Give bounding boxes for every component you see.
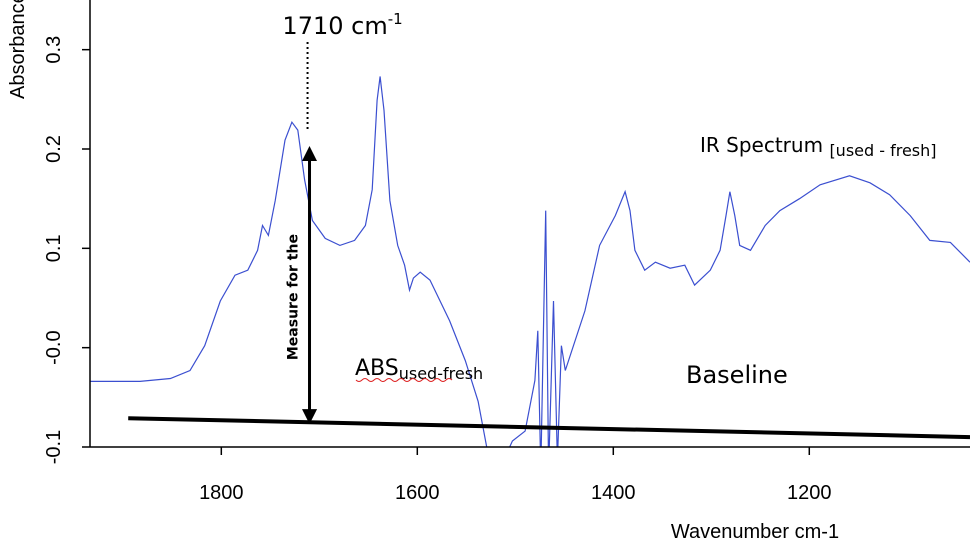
- measure-label: Measure for the: [286, 234, 302, 360]
- x-tick-label: 1800: [199, 482, 244, 504]
- abs-label: ABSused-fresh: [355, 356, 483, 383]
- peak-label-sup: -1: [388, 10, 403, 28]
- y-tick-label: 0.1: [43, 234, 65, 262]
- spell-underline: [355, 378, 453, 382]
- y-axis-label: Absorbance Units: [7, 0, 29, 99]
- peak-label-text: 1710 cm: [282, 12, 387, 40]
- abs-label-sub: used-fresh: [399, 364, 483, 383]
- abs-label-text: ABS: [355, 356, 399, 381]
- spectrum-line: [90, 76, 970, 447]
- plot-area: [90, 76, 970, 447]
- spectrum-label-text: IR Spectrum: [700, 133, 823, 157]
- y-tick-label: -0.1: [43, 430, 65, 464]
- y-tick-label: 0.2: [43, 135, 65, 163]
- spectrum-label: IR Spectrum [used - fresh]: [700, 133, 937, 160]
- y-tick-label: -0.0: [43, 330, 65, 364]
- baseline-label: Baseline: [686, 361, 788, 389]
- x-tick-label: 1200: [787, 482, 832, 504]
- x-axis-label: Wavenumber cm-1: [671, 521, 839, 543]
- peak-label: 1710 cm-1: [282, 10, 402, 40]
- y-tick-label: 0.3: [43, 36, 65, 64]
- spectrum-label-suffix: [used - fresh]: [829, 141, 936, 160]
- x-tick-label: 1600: [395, 482, 440, 504]
- baseline: [128, 416, 970, 440]
- x-tick-label: 1400: [591, 482, 636, 504]
